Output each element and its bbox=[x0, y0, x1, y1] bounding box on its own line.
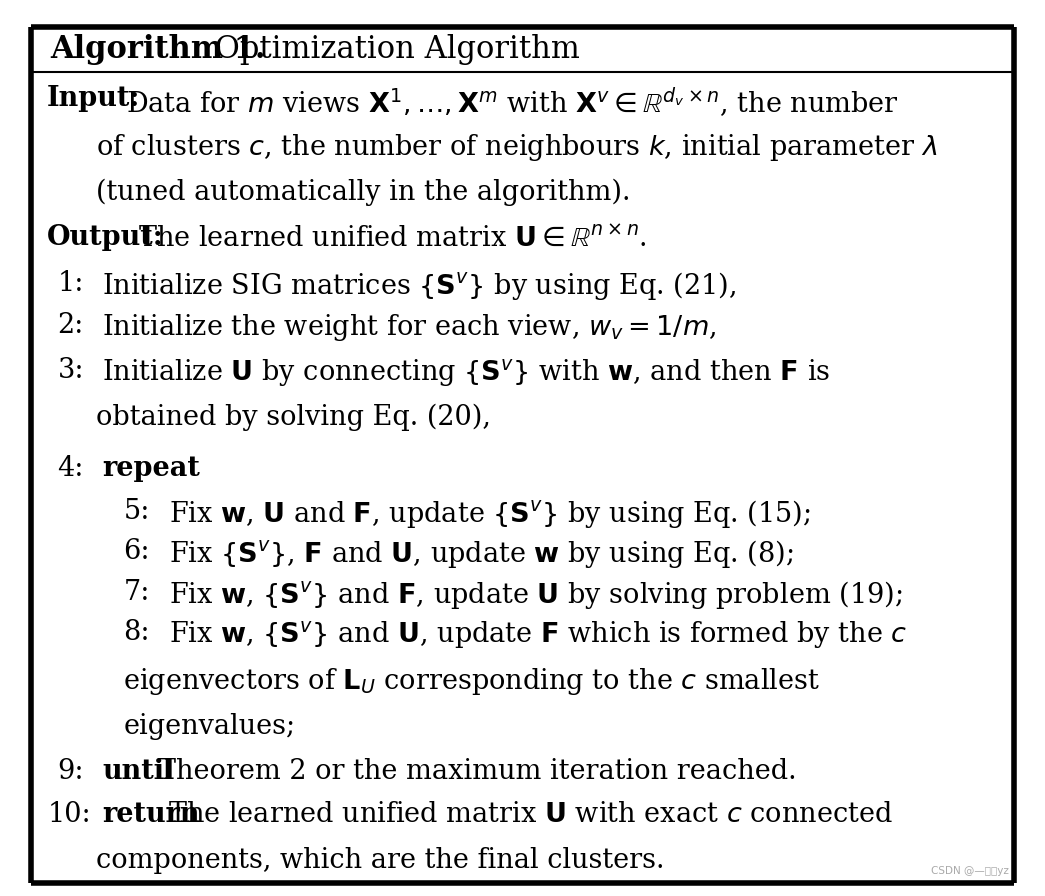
Text: 2:: 2: bbox=[57, 313, 84, 340]
Text: 7:: 7: bbox=[123, 579, 149, 606]
Text: 10:: 10: bbox=[48, 801, 92, 828]
Text: CSDN @—一舟yz: CSDN @—一舟yz bbox=[930, 866, 1008, 876]
Text: 6:: 6: bbox=[123, 538, 149, 565]
Text: Initialize SIG matrices $\{\mathbf{S}^v\}$ by using Eq. (21),: Initialize SIG matrices $\{\mathbf{S}^v\… bbox=[102, 270, 737, 302]
Text: 5:: 5: bbox=[123, 498, 149, 525]
Text: 8:: 8: bbox=[123, 619, 149, 646]
Text: 4:: 4: bbox=[57, 455, 84, 482]
Text: The learned unified matrix $\mathbf{U}$ with exact $c$ connected: The learned unified matrix $\mathbf{U}$ … bbox=[168, 801, 893, 828]
Text: Optimization Algorithm: Optimization Algorithm bbox=[205, 34, 580, 65]
Text: Initialize $\mathbf{U}$ by connecting $\{\mathbf{S}^v\}$ with $\mathbf{w}$, and : Initialize $\mathbf{U}$ by connecting $\… bbox=[102, 357, 831, 389]
Text: return: return bbox=[102, 801, 200, 828]
Text: Algorithm 1.: Algorithm 1. bbox=[50, 34, 265, 65]
Text: Theorem 2 or the maximum iteration reached.: Theorem 2 or the maximum iteration reach… bbox=[158, 758, 796, 785]
Text: Input:: Input: bbox=[47, 85, 140, 112]
Text: Initialize the weight for each view, $w_v = 1/m$,: Initialize the weight for each view, $w_… bbox=[102, 313, 717, 343]
Text: until: until bbox=[102, 758, 175, 785]
Text: obtained by solving Eq. (20),: obtained by solving Eq. (20), bbox=[96, 403, 491, 430]
Text: Fix $\mathbf{w}$, $\{\mathbf{S}^v\}$ and $\mathbf{F}$, update $\mathbf{U}$ by so: Fix $\mathbf{w}$, $\{\mathbf{S}^v\}$ and… bbox=[169, 579, 903, 611]
Text: 9:: 9: bbox=[57, 758, 84, 785]
Text: (tuned automatically in the algorithm).: (tuned automatically in the algorithm). bbox=[96, 178, 630, 206]
Text: 3:: 3: bbox=[57, 357, 84, 383]
Text: Fix $\{\mathbf{S}^v\}$, $\mathbf{F}$ and $\mathbf{U}$, update $\mathbf{w}$ by us: Fix $\{\mathbf{S}^v\}$, $\mathbf{F}$ and… bbox=[169, 538, 794, 570]
Text: eigenvectors of $\mathbf{L}_{U}$ corresponding to the $c$ smallest: eigenvectors of $\mathbf{L}_{U}$ corresp… bbox=[123, 666, 820, 697]
Text: Fix $\mathbf{w}$, $\mathbf{U}$ and $\mathbf{F}$, update $\{\mathbf{S}^v\}$ by us: Fix $\mathbf{w}$, $\mathbf{U}$ and $\mat… bbox=[169, 498, 811, 530]
Text: eigenvalues;: eigenvalues; bbox=[123, 712, 296, 739]
Text: The learned unified matrix $\mathbf{U} \in \mathbb{R}^{n \times n}$.: The learned unified matrix $\mathbf{U} \… bbox=[138, 224, 647, 251]
Text: of clusters $c$, the number of neighbours $k$, initial parameter $\lambda$: of clusters $c$, the number of neighbour… bbox=[96, 132, 937, 163]
Text: components, which are the final clusters.: components, which are the final clusters… bbox=[96, 848, 665, 874]
Text: 1:: 1: bbox=[57, 270, 84, 297]
Text: Fix $\mathbf{w}$, $\{\mathbf{S}^v\}$ and $\mathbf{U}$, update $\mathbf{F}$ which: Fix $\mathbf{w}$, $\{\mathbf{S}^v\}$ and… bbox=[169, 619, 908, 651]
Text: repeat: repeat bbox=[102, 455, 201, 482]
Text: Output:: Output: bbox=[47, 224, 164, 251]
Text: Data for $m$ views $\mathbf{X}^1,\ldots,\mathbf{X}^m$ with $\mathbf{X}^v \in \ma: Data for $m$ views $\mathbf{X}^1,\ldots,… bbox=[126, 85, 900, 119]
